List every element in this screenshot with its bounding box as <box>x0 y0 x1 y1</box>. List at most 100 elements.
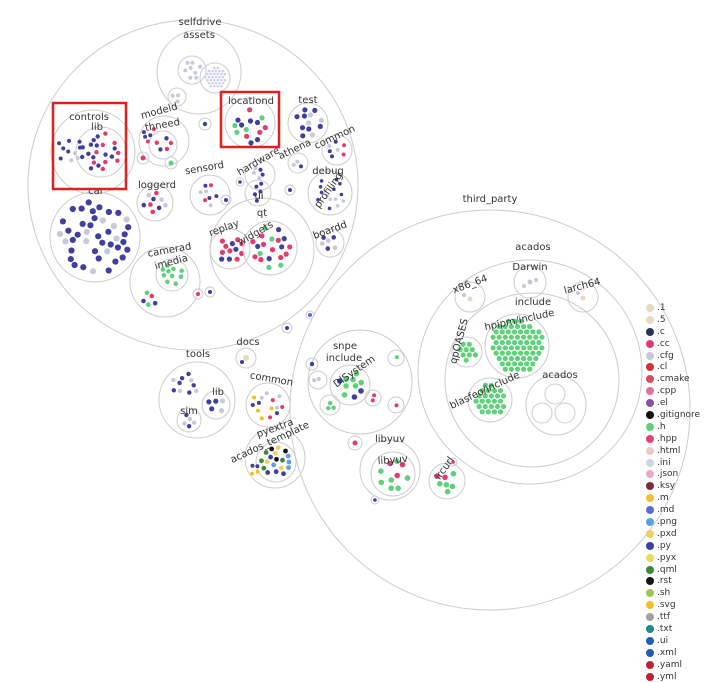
file-node[interactable] <box>94 150 99 155</box>
file-node[interactable] <box>259 458 264 464</box>
file-node[interactable] <box>358 388 364 394</box>
file-node[interactable] <box>285 453 291 459</box>
file-node[interactable] <box>209 72 213 76</box>
file-node[interactable] <box>110 222 117 230</box>
file-node[interactable] <box>262 125 268 131</box>
file-node[interactable] <box>141 202 147 208</box>
directory-circle[interactable] <box>554 402 576 424</box>
file-node[interactable] <box>491 409 497 415</box>
file-node[interactable] <box>308 313 312 317</box>
file-node[interactable] <box>450 470 457 477</box>
file-node[interactable] <box>189 378 194 383</box>
file-node[interactable] <box>100 142 106 148</box>
file-node[interactable] <box>190 60 195 65</box>
file-node[interactable] <box>493 350 499 356</box>
file-node[interactable] <box>221 75 225 79</box>
file-node[interactable] <box>252 254 258 260</box>
file-node[interactable] <box>187 390 192 395</box>
file-node[interactable] <box>276 227 282 233</box>
file-node[interactable] <box>521 355 527 362</box>
file-node[interactable] <box>527 345 533 351</box>
file-node[interactable] <box>325 246 331 251</box>
file-node[interactable] <box>273 450 278 456</box>
file-node[interactable] <box>149 293 154 299</box>
dir-imedia[interactable] <box>155 258 189 292</box>
file-node[interactable] <box>220 85 223 88</box>
file-node[interactable] <box>145 139 150 144</box>
legend-item[interactable]: .png <box>646 516 704 528</box>
file-node[interactable] <box>508 345 514 351</box>
file-node[interactable] <box>259 181 264 186</box>
file-node[interactable] <box>269 247 276 253</box>
directory-circle[interactable] <box>192 288 204 300</box>
file-node[interactable] <box>265 470 271 475</box>
file-node[interactable] <box>75 156 80 160</box>
file-node[interactable] <box>442 474 448 481</box>
file-node[interactable] <box>404 475 411 481</box>
file-node[interactable] <box>214 75 218 79</box>
file-node[interactable] <box>65 227 72 234</box>
file-node[interactable] <box>493 329 499 335</box>
file-node[interactable] <box>508 324 514 330</box>
file-node[interactable] <box>115 158 120 163</box>
label-acados-inner[interactable]: acados <box>542 370 577 381</box>
dir-sim[interactable] <box>176 407 202 433</box>
file-node[interactable] <box>508 355 514 362</box>
file-node[interactable] <box>168 140 174 146</box>
file-node[interactable] <box>501 393 507 399</box>
dir-pyextra[interactable] <box>244 427 306 489</box>
file-node[interactable] <box>198 190 203 195</box>
label-widgets[interactable]: widgets <box>236 219 275 248</box>
file-node[interactable] <box>508 334 514 340</box>
file-node[interactable] <box>524 329 530 335</box>
file-node[interactable] <box>170 93 175 98</box>
dir-larch64[interactable] <box>567 281 599 313</box>
file-node[interactable] <box>271 462 277 468</box>
label-acados[interactable]: acados <box>515 242 550 253</box>
file-node[interactable] <box>444 488 451 495</box>
dir-tools-lib[interactable] <box>201 390 231 420</box>
file-node[interactable] <box>496 334 502 340</box>
dir-ircurl[interactable] <box>428 462 466 500</box>
file-node[interactable] <box>505 350 511 356</box>
file-node[interactable] <box>511 350 518 356</box>
file-node[interactable] <box>485 398 491 404</box>
file-node[interactable] <box>182 421 187 426</box>
file-node[interactable] <box>302 107 308 113</box>
file-node[interactable] <box>342 143 347 148</box>
file-node[interactable] <box>457 347 463 353</box>
file-node[interactable] <box>299 125 306 131</box>
file-node[interactable] <box>330 154 334 159</box>
dir-assets[interactable] <box>156 29 242 115</box>
file-node[interactable] <box>112 258 119 265</box>
legend-item[interactable]: .md <box>646 504 704 516</box>
file-node[interactable] <box>331 405 336 410</box>
file-node[interactable] <box>196 292 200 296</box>
file-node[interactable] <box>176 93 181 98</box>
file-node[interactable] <box>277 394 282 399</box>
file-node[interactable] <box>219 238 225 244</box>
directory-circle[interactable] <box>347 435 363 451</box>
file-node[interactable] <box>341 152 346 157</box>
file-node[interactable] <box>163 202 168 208</box>
file-node[interactable] <box>191 383 196 388</box>
file-node[interactable] <box>164 136 169 141</box>
file-node[interactable] <box>530 339 536 346</box>
file-node[interactable] <box>318 185 323 189</box>
file-node[interactable] <box>281 471 286 477</box>
dir-test[interactable] <box>287 102 329 144</box>
file-node[interactable] <box>476 403 482 410</box>
file-node[interactable] <box>99 217 106 224</box>
file-node[interactable] <box>301 113 307 119</box>
file-node[interactable] <box>83 228 90 235</box>
label-libyuv[interactable]: libyuv <box>375 434 405 445</box>
file-node[interactable] <box>488 403 494 410</box>
file-node[interactable] <box>179 376 185 381</box>
file-node[interactable] <box>252 395 256 400</box>
file-node[interactable] <box>466 352 472 358</box>
file-node[interactable] <box>234 129 240 135</box>
file-node[interactable] <box>227 248 233 254</box>
file-node[interactable] <box>216 66 220 70</box>
file-node[interactable] <box>518 339 524 346</box>
directory-circle[interactable] <box>319 394 341 416</box>
